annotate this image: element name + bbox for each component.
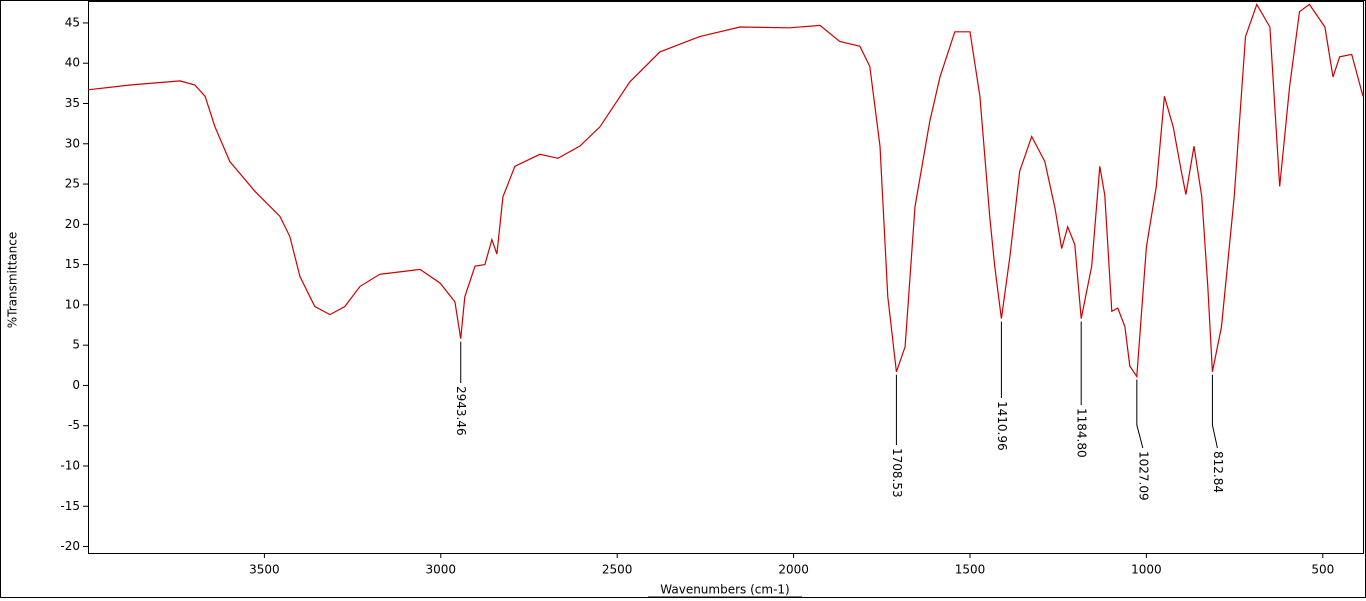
y-tick-label: -10 (60, 459, 80, 473)
y-tick-label: 45 (65, 15, 80, 29)
plot-frame (88, 1, 1364, 554)
y-tick-label: 35 (65, 96, 80, 110)
peak-marker (1136, 379, 1144, 449)
y-tick-label: -15 (60, 499, 80, 513)
y-tick-label: 5 (72, 338, 80, 352)
peak-label: 1708.53 (890, 448, 904, 498)
peak-label: 812.84 (1211, 451, 1225, 493)
x-tick-label: 3000 (426, 563, 457, 577)
peak-label: 1184.80 (1075, 408, 1089, 458)
y-tick-label: 30 (65, 136, 80, 150)
x-tick-label: 2500 (602, 563, 633, 577)
y-tick-label: 40 (65, 56, 80, 70)
y-axis-label: %Transmittance (6, 232, 20, 329)
peak-label: 1410.96 (995, 401, 1009, 451)
spectrum-line (87, 2, 1364, 379)
x-axis-label: Wavenumbers (cm-1) (660, 583, 789, 597)
peak-label: 1027.09 (1136, 451, 1150, 501)
y-tick-label: 20 (65, 217, 80, 231)
y-tick-label: 0 (72, 378, 80, 392)
y-tick-label: 10 (65, 297, 80, 311)
x-tick-label: 500 (1311, 563, 1334, 577)
y-tick-label: -5 (68, 418, 80, 432)
x-tick-label: 2000 (778, 563, 809, 577)
y-tick-label: -20 (60, 539, 80, 553)
y-tick-label: 15 (65, 257, 80, 271)
x-tick-label: 1000 (1131, 563, 1162, 577)
x-tick-label: 3500 (249, 563, 280, 577)
peak-label: 2943.46 (454, 386, 468, 436)
peak-marker (1211, 374, 1218, 449)
x-tick-label: 1500 (955, 563, 986, 577)
y-tick-label: 25 (65, 177, 80, 191)
